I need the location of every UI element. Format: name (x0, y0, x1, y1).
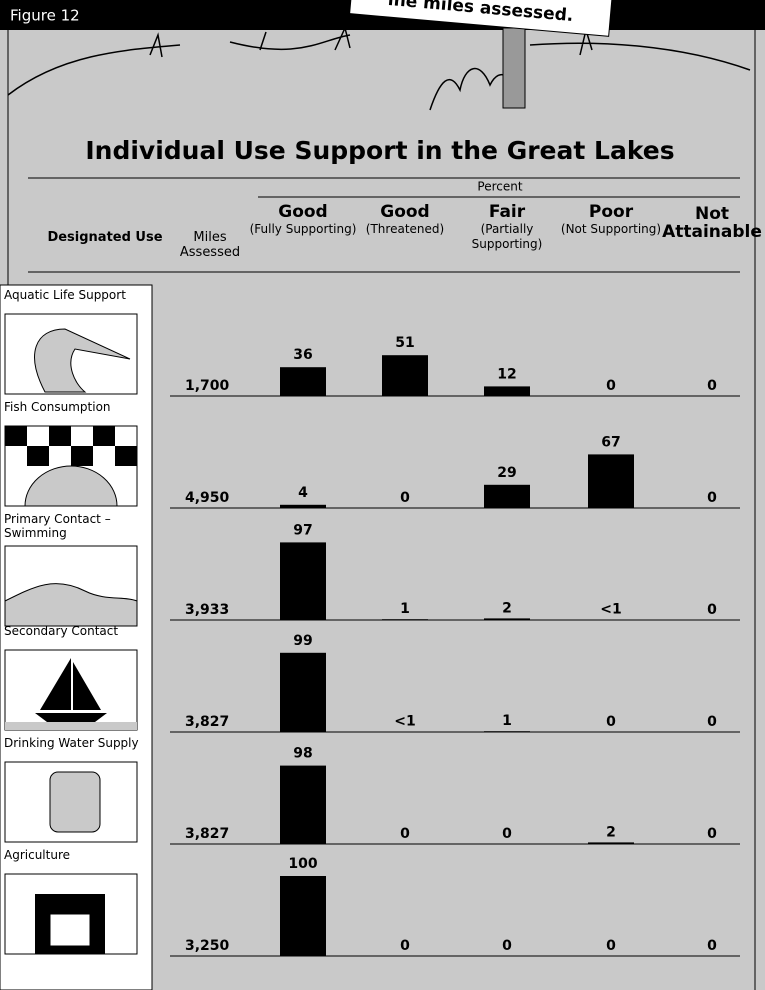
column-header: Good (350, 203, 460, 221)
value-label: 67 (601, 434, 620, 450)
icon-art (71, 446, 93, 466)
chart: Figure 12 ine miles assessed. Individual… (0, 0, 765, 990)
bar (280, 505, 326, 508)
miles-header: Miles Assessed (170, 230, 250, 260)
bar (280, 766, 326, 844)
value-label: 0 (400, 826, 410, 842)
miles-label: 1,700 (185, 378, 230, 394)
use-label: Agriculture (4, 848, 149, 862)
icon-art (27, 446, 49, 466)
icon-art (93, 426, 115, 446)
value-label: 0 (707, 938, 717, 954)
column-header: Not Attainable (657, 205, 765, 241)
bar (280, 542, 326, 620)
bar (280, 653, 326, 732)
column-header: Good (248, 203, 358, 221)
bar (280, 367, 326, 396)
use-label: Aquatic Life Support (4, 288, 149, 302)
value-label: 98 (293, 746, 312, 762)
use-label: Drinking Water Supply (4, 736, 149, 750)
value-label: 0 (400, 490, 410, 506)
column-subheader: (Threatened) (350, 222, 460, 237)
column-header: Poor (556, 203, 666, 221)
value-label: 36 (293, 347, 312, 363)
value-label: 97 (293, 522, 312, 538)
value-label: 2 (502, 600, 512, 616)
value-label: 1 (400, 601, 410, 617)
value-label: 0 (606, 378, 616, 394)
figure-label: Figure 12 (10, 7, 80, 25)
value-label: 0 (502, 938, 512, 954)
value-label: 0 (707, 714, 717, 730)
bar (588, 842, 634, 844)
value-label: 0 (400, 938, 410, 954)
value-label: 0 (707, 826, 717, 842)
icon-art (50, 772, 100, 832)
icon-art (50, 914, 90, 946)
value-label: 12 (497, 366, 516, 382)
bar (382, 619, 428, 620)
icon-art (115, 446, 137, 466)
value-label: <1 (394, 714, 415, 730)
miles-label: 3,250 (185, 938, 230, 954)
bar (484, 485, 530, 508)
value-label: 0 (502, 826, 512, 842)
value-label: 0 (707, 490, 717, 506)
value-label: 0 (707, 602, 717, 618)
bar (484, 386, 530, 396)
miles-label: 3,827 (185, 826, 229, 842)
bar (484, 731, 530, 732)
icon-art (49, 426, 71, 446)
value-label: 99 (293, 633, 312, 649)
sign-post (503, 28, 525, 108)
value-label: 0 (707, 378, 717, 394)
column-subheader: (Not Supporting) (556, 222, 666, 237)
value-label: 1 (502, 713, 512, 729)
bar (280, 876, 326, 956)
row-header: Designated Use (40, 230, 170, 245)
miles-label: 4,950 (185, 490, 230, 506)
page: Figure 12 ine miles assessed. Individual… (0, 0, 765, 990)
miles-label: 3,933 (185, 602, 229, 618)
value-label: 4 (298, 485, 308, 501)
value-label: 100 (288, 856, 317, 872)
group-label: Percent (477, 180, 522, 194)
use-label: Primary Contact – Swimming (4, 512, 149, 540)
use-label: Secondary Contact (4, 624, 149, 638)
value-label: 0 (606, 714, 616, 730)
value-label: 0 (606, 938, 616, 954)
use-label: Fish Consumption (4, 400, 149, 414)
bar (382, 355, 428, 396)
value-label: 29 (497, 465, 516, 481)
column-subheader: (Fully Supporting) (248, 222, 358, 237)
icon-art (5, 722, 137, 730)
icon-art (5, 426, 27, 446)
bar (484, 618, 530, 620)
column-subheader: (Partially Supporting) (452, 222, 562, 252)
value-label: <1 (600, 602, 621, 618)
value-label: 2 (606, 824, 616, 840)
bar (588, 454, 634, 508)
miles-label: 3,827 (185, 714, 229, 730)
chart-title: Individual Use Support in the Great Lake… (85, 136, 674, 165)
column-header: Fair (452, 203, 562, 221)
value-label: 51 (395, 335, 414, 351)
